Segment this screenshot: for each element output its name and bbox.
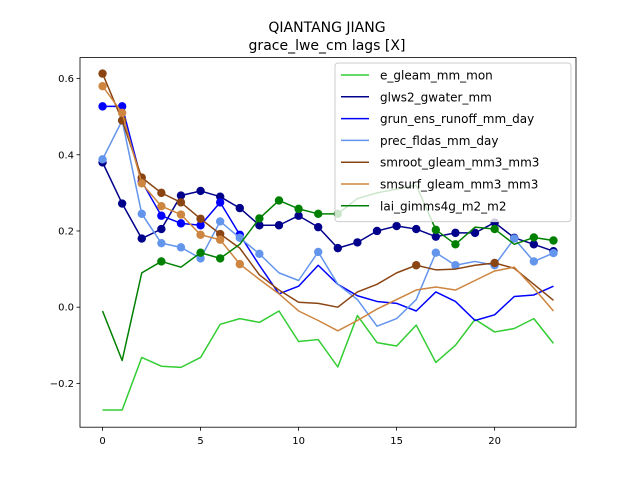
legend-label: smsurf_gleam_mm3_mm3 <box>380 178 538 192</box>
data-point <box>137 209 146 219</box>
y-tick-label: 0.2 <box>58 226 74 237</box>
legend: e_gleam_mm_mon glws2_gwater_mm grun_ens_ru… <box>334 62 572 223</box>
data-point <box>313 209 323 219</box>
data-point <box>157 238 166 248</box>
data-point <box>451 261 460 270</box>
data-point <box>313 247 323 257</box>
data-point <box>313 222 323 232</box>
data-point <box>196 248 205 257</box>
legend-label: glws2_gwater_mm <box>380 90 492 104</box>
data-point <box>529 257 539 266</box>
y-tick-label: 0.0 <box>58 303 74 314</box>
data-point <box>196 186 205 196</box>
data-point <box>176 191 186 200</box>
data-point <box>117 199 127 208</box>
data-point <box>98 69 107 78</box>
data-point <box>372 226 382 236</box>
x-axis: 0 5 10 15 20 <box>99 427 501 447</box>
data-point <box>451 240 460 249</box>
data-point <box>98 155 107 164</box>
data-point <box>255 249 264 259</box>
data-point <box>235 259 244 269</box>
data-point <box>294 204 303 214</box>
data-point <box>490 258 499 268</box>
legend-label: grun_ens_runoff_mm_day <box>380 112 534 126</box>
series-line <box>101 184 554 362</box>
data-point <box>549 248 558 258</box>
series-e_gleam_mm_mon <box>102 310 555 411</box>
data-point <box>157 211 166 220</box>
data-point <box>333 243 343 253</box>
x-tick-label: 0 <box>99 436 105 447</box>
data-point <box>549 236 558 245</box>
legend-label: smroot_gleam_mm3_mm3 <box>380 156 539 170</box>
data-point <box>412 261 421 270</box>
x-tick-label: 20 <box>488 436 501 447</box>
chart-subtitle: grace_lwe_cm lags [X] <box>249 38 406 54</box>
chart-title: QIANTANG JIANG <box>268 20 385 36</box>
y-tick-label: −0.2 <box>50 379 74 390</box>
data-point <box>451 228 460 238</box>
legend-label: e_gleam_mm_mon <box>380 69 493 83</box>
data-point <box>157 202 166 211</box>
data-point <box>529 233 539 242</box>
series-lai_gimms4g_m2_m2 <box>101 184 558 362</box>
legend-label: lai_gimms4g_m2_m2 <box>380 199 507 213</box>
data-point <box>215 254 225 263</box>
data-point <box>196 230 205 239</box>
data-point <box>215 235 225 244</box>
data-point <box>255 221 264 230</box>
data-point <box>529 240 539 249</box>
data-point <box>255 214 264 223</box>
data-point <box>353 238 362 247</box>
legend-label: prec_fldas_mm_day <box>380 134 499 148</box>
data-point <box>392 221 401 231</box>
data-point <box>215 217 225 226</box>
y-axis: −0.2 0.0 0.2 0.4 0.6 <box>50 74 80 390</box>
data-point <box>176 243 186 252</box>
data-point <box>117 108 127 118</box>
x-tick-label: 10 <box>292 436 305 447</box>
plot-frame <box>79 57 577 428</box>
data-point <box>98 81 107 91</box>
data-point <box>215 198 225 207</box>
data-point <box>431 225 441 235</box>
data-point <box>196 221 205 230</box>
x-tick-label: 15 <box>390 436 403 447</box>
data-point <box>431 232 441 241</box>
data-point <box>412 224 421 234</box>
legend-box <box>334 62 572 223</box>
data-point <box>98 102 107 111</box>
data-point <box>157 188 166 198</box>
data-point <box>137 234 146 243</box>
data-point <box>294 211 303 220</box>
plot-area <box>98 69 558 411</box>
x-tick-label: 5 <box>197 436 203 447</box>
data-point <box>274 196 284 205</box>
series-line <box>102 310 555 411</box>
data-point <box>196 214 205 223</box>
data-point <box>117 102 127 111</box>
y-tick-label: 0.6 <box>58 74 74 85</box>
y-tick-label: 0.4 <box>58 150 74 161</box>
data-point <box>157 224 166 234</box>
data-point <box>157 257 166 266</box>
data-point <box>137 179 146 188</box>
data-point <box>235 233 244 243</box>
data-point <box>510 234 519 243</box>
data-point <box>274 221 284 230</box>
data-point <box>235 203 244 213</box>
data-point <box>176 219 186 228</box>
data-point <box>176 210 186 219</box>
data-point <box>431 248 441 257</box>
data-point <box>470 228 480 238</box>
data-point <box>176 198 186 207</box>
data-point <box>490 224 499 234</box>
series-smsurf_gleam_mm3_mm3 <box>98 81 555 332</box>
